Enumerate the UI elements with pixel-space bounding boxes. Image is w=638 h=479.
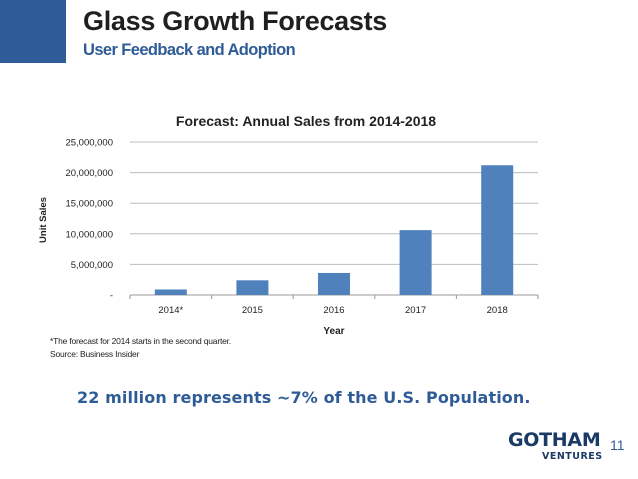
slide-subtitle: User Feedback and Adoption: [83, 41, 296, 59]
bar: [318, 272, 350, 295]
y-tick-label: 15,000,000: [65, 199, 113, 210]
x-tick-label: 2015: [242, 305, 263, 316]
source-footnote: Source: Business Insider: [50, 349, 140, 359]
x-axis-ticks: 2014* 2015 2016 2017 2018: [129, 295, 539, 316]
bar: [154, 289, 187, 295]
bar: [236, 280, 269, 295]
chart-bars: [154, 165, 514, 295]
page-number: 11: [610, 437, 625, 453]
x-axis-label: Year: [323, 326, 344, 337]
y-tick-label: 10,000,000: [65, 229, 113, 240]
y-axis-label: Unit Sales: [38, 197, 49, 243]
x-tick-label: 2017: [405, 305, 426, 316]
x-tick-label: 2014*: [158, 305, 183, 316]
chart-title: Forecast: Annual Sales from 2014-2018: [176, 113, 436, 129]
title-accent-bar: [0, 0, 66, 63]
slide-title: Glass Growth Forecasts: [83, 6, 388, 36]
population-headline: 22 million represents ~7% of the U.S. Po…: [77, 388, 531, 407]
gotham-ventures-logo: GOTHAM VENTURES: [508, 430, 608, 470]
y-axis-ticks: - 5,000,000 10,000,000 15,000,000 20,000,000…: [65, 138, 113, 302]
logo-main-text: GOTHAM: [508, 429, 601, 451]
y-tick-label: 5,000,000: [71, 260, 113, 271]
y-tick-label: 25,000,000: [65, 138, 113, 149]
bar: [481, 165, 514, 295]
y-tick-label: 20,000,000: [65, 168, 113, 179]
x-tick-label: 2016: [323, 305, 344, 316]
y-tick-label: -: [110, 291, 113, 302]
forecast-footnote: *The forecast for 2014 starts in the sec…: [50, 336, 231, 346]
chart-gridlines: [130, 141, 538, 296]
bar: [399, 230, 432, 295]
logo-sub-text: VENTURES: [542, 451, 603, 462]
x-tick-label: 2018: [487, 305, 508, 316]
